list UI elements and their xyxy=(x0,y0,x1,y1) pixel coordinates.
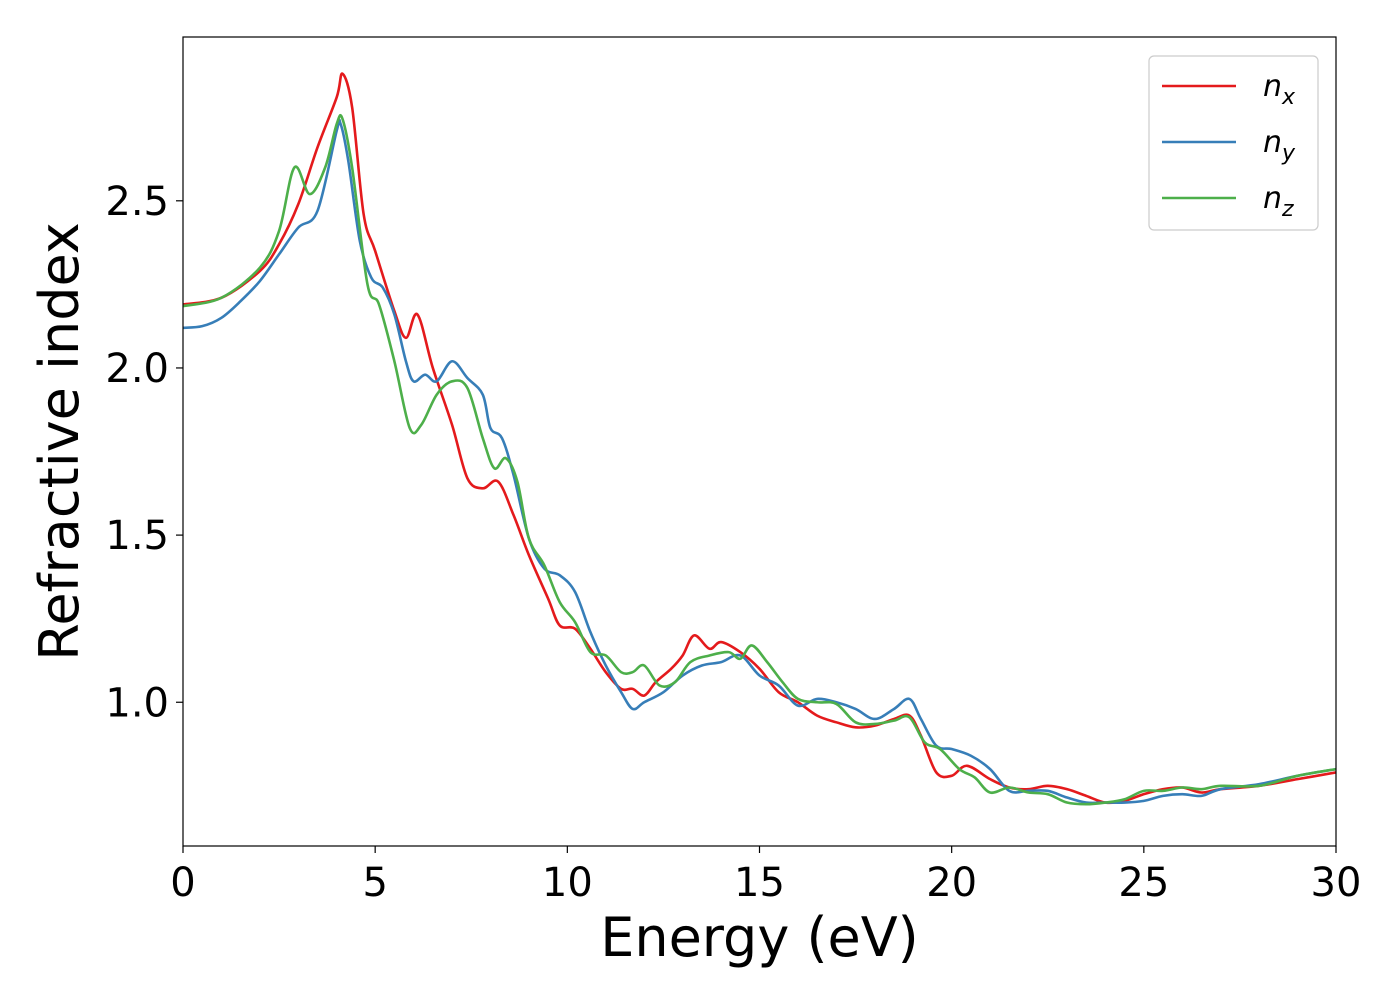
series-line-nx xyxy=(183,72,1336,805)
x-tick-label: 15 xyxy=(734,860,785,906)
legend-label-nz: nz xyxy=(1263,181,1294,222)
y-tick-label: 1.0 xyxy=(105,680,169,726)
y-axis: 1.0 1.5 2.0 2.5 xyxy=(105,179,183,726)
x-tick-label: 10 xyxy=(542,860,593,906)
x-tick-label: 0 xyxy=(170,860,195,906)
x-tick-label: 5 xyxy=(362,860,387,906)
y-axis-label: Refractive index xyxy=(28,222,91,661)
x-axis-label: Energy (eV) xyxy=(600,906,919,969)
x-axis: 0 5 10 15 20 25 30 xyxy=(170,846,1361,906)
series-line-ny xyxy=(183,118,1336,805)
x-tick-label: 30 xyxy=(1311,860,1362,906)
series-line-nz xyxy=(183,113,1336,806)
y-tick-label: 1.5 xyxy=(105,513,169,559)
x-tick-label: 20 xyxy=(926,860,977,906)
y-tick-label: 2.5 xyxy=(105,179,169,225)
legend-label-nx: nx xyxy=(1263,69,1296,110)
plot-area xyxy=(183,72,1336,806)
x-tick-label: 25 xyxy=(1118,860,1169,906)
legend: nx ny nz xyxy=(1148,55,1319,231)
legend-label-ny: ny xyxy=(1263,125,1296,166)
y-tick-label: 2.0 xyxy=(105,346,169,392)
